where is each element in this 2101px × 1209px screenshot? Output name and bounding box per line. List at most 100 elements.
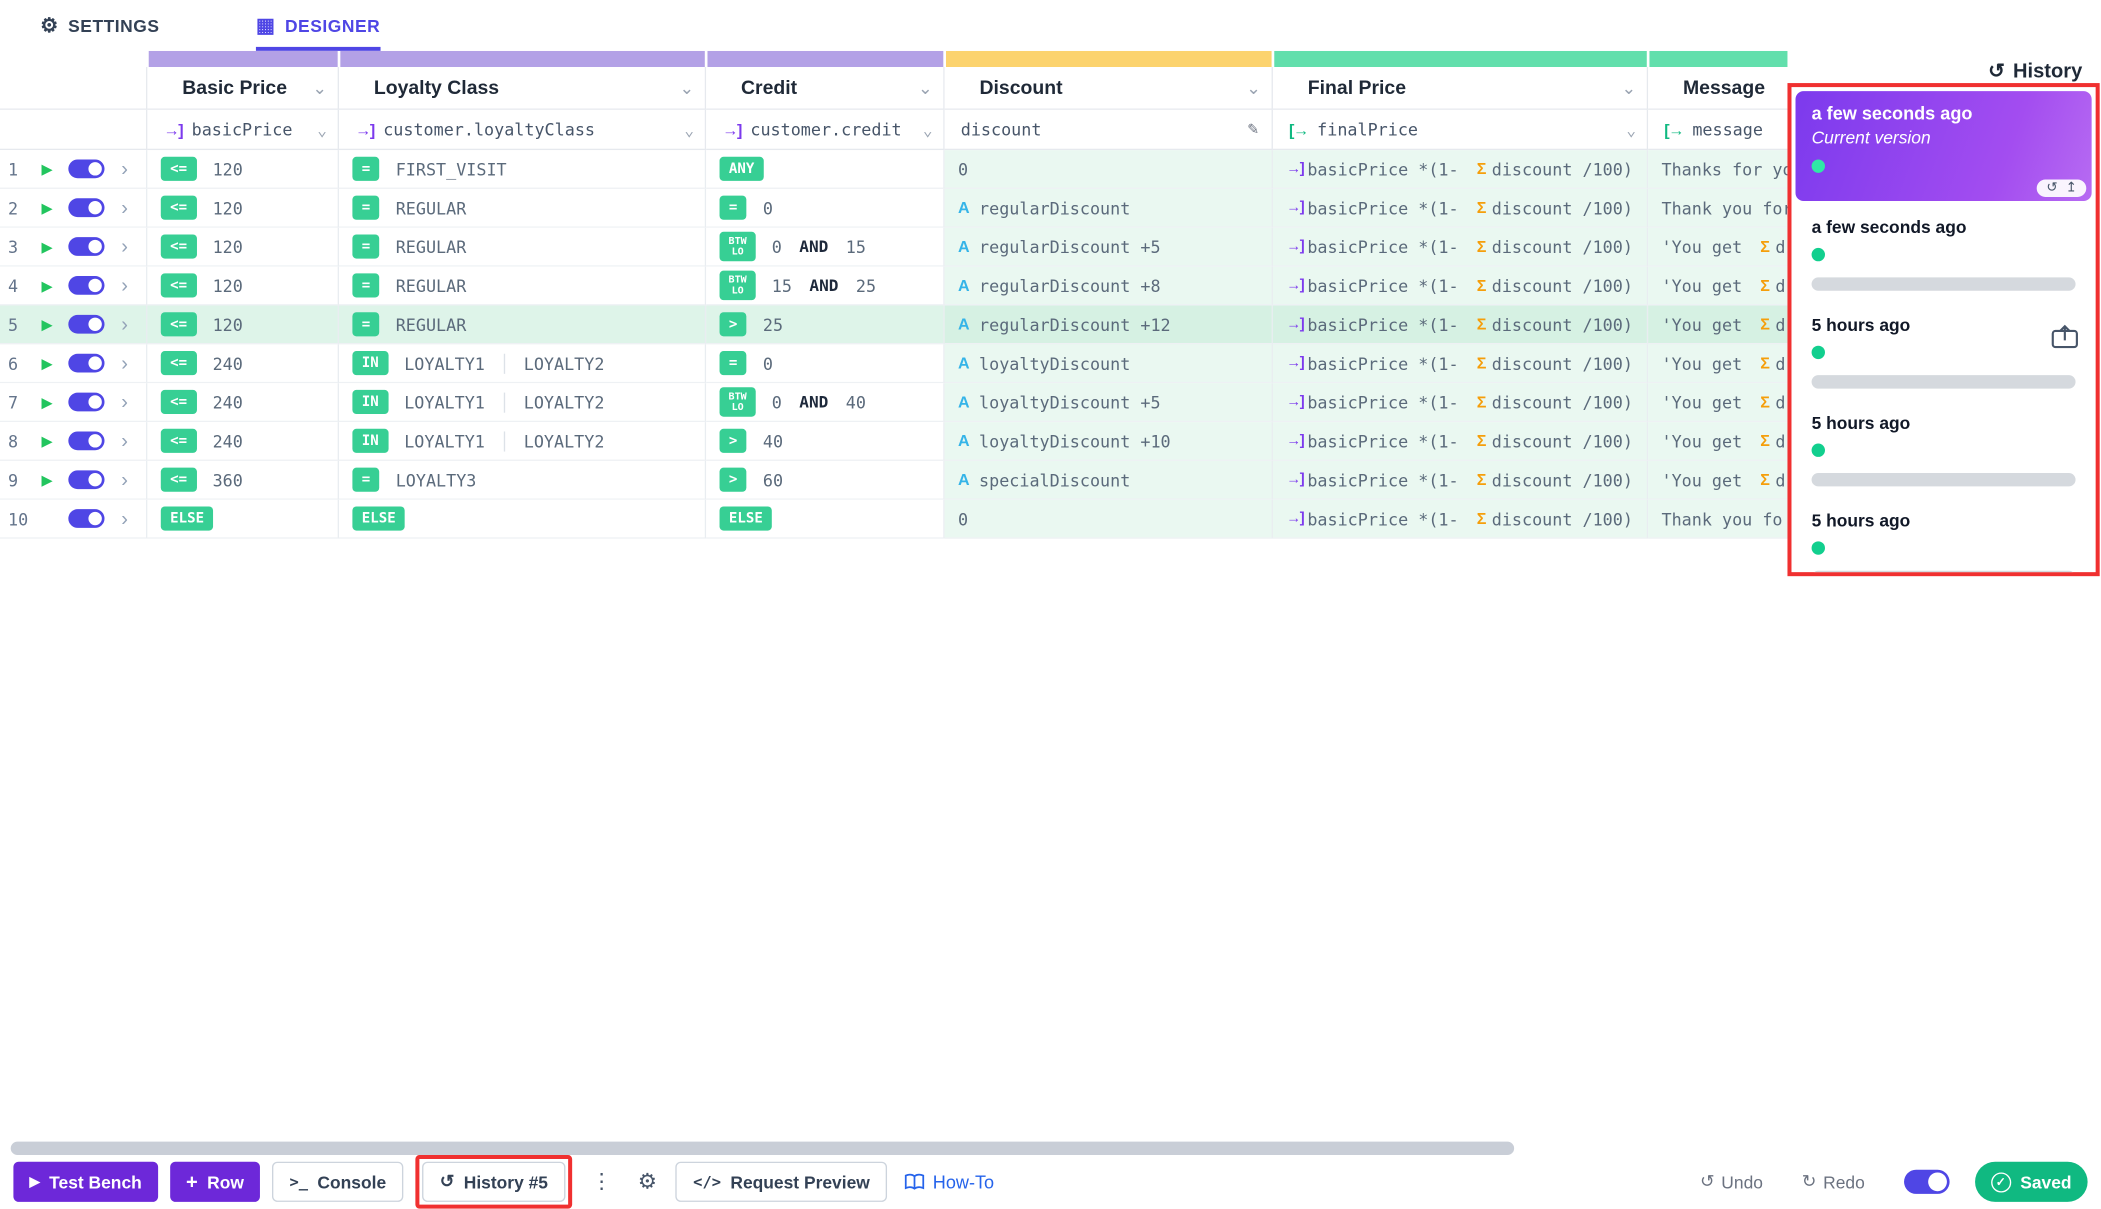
row-play-icon[interactable]: ▶	[41, 472, 53, 489]
cell-discount[interactable]: 0	[944, 499, 1273, 539]
cell-credit[interactable]: ANY	[706, 150, 945, 189]
cell-basic-price[interactable]: <= 240	[147, 383, 340, 423]
row-expand-chevron[interactable]: ›	[121, 196, 128, 220]
cell-credit[interactable]: >25	[706, 305, 945, 345]
test-bench-button[interactable]: ▶ Test Bench	[13, 1161, 158, 1202]
history-entry[interactable]: 5 hours ago	[1796, 401, 2092, 495]
row-expand-chevron[interactable]: ›	[121, 507, 128, 530]
cell-basic-price[interactable]: <= 120	[147, 266, 340, 306]
cell-basic-price[interactable]: <= 120	[147, 305, 340, 345]
cell-loyalty-class[interactable]: IN LOYALTY1 LOYALTY2	[339, 422, 707, 461]
row-play-icon[interactable]: ▶	[41, 239, 53, 256]
cell-loyalty-class[interactable]: = REGULAR	[339, 227, 707, 267]
table-settings-button[interactable]: ⚙	[631, 1162, 664, 1202]
row-play-icon[interactable]: ▶	[41, 278, 53, 295]
cell-credit[interactable]: >60	[706, 460, 945, 500]
undo-button[interactable]: ↺ Undo	[1700, 1171, 1763, 1192]
history-entry-current[interactable]: a few seconds ago Current version ↺ ↥	[1795, 91, 2092, 201]
tab-designer[interactable]: ▦ DESIGNER	[256, 0, 381, 51]
cell-credit[interactable]: >40	[706, 422, 945, 461]
cell-credit[interactable]: = 0	[706, 188, 945, 228]
tab-settings[interactable]: ⚙ SETTINGS	[40, 0, 159, 51]
cell-loyalty-class[interactable]: = REGULAR	[339, 305, 707, 345]
cell-basic-price[interactable]: <= 360	[147, 460, 340, 500]
history-entry[interactable]: a few seconds ago	[1796, 205, 2092, 299]
row-expand-chevron[interactable]: ›	[121, 235, 128, 258]
cell-loyalty-class[interactable]: IN LOYALTY1 LOYALTY2	[339, 344, 707, 384]
cell-credit[interactable]: BTW LO 0 AND 15	[706, 227, 945, 267]
row-enabled-toggle[interactable]	[68, 431, 106, 451]
cell-loyalty-class[interactable]: = LOYALTY3	[339, 460, 707, 500]
cell-basic-price[interactable]: <= 240	[147, 422, 340, 461]
more-options-button[interactable]: ⋮	[584, 1162, 619, 1202]
cell-loyalty-class[interactable]: = REGULAR	[339, 188, 707, 228]
autosave-toggle[interactable]	[1903, 1169, 1950, 1194]
row-play-icon[interactable]: ▶	[41, 355, 53, 372]
chevron-down-icon[interactable]: ⌄	[1246, 77, 1261, 98]
cell-loyalty-class[interactable]: = REGULAR	[339, 266, 707, 306]
column-header-discount[interactable]: Discount ⌄	[944, 66, 1273, 110]
row-expand-chevron[interactable]: ›	[121, 468, 128, 492]
row-enabled-toggle[interactable]	[68, 470, 106, 490]
column-header-message[interactable]: Message ⌄	[1648, 66, 1788, 110]
cell-basic-price[interactable]: <= 120	[147, 188, 340, 228]
redo-button[interactable]: ↻ Redo	[1802, 1171, 1865, 1192]
cell-message[interactable]: Thank you fo	[1648, 499, 1788, 539]
chevron-down-icon[interactable]: ⌄	[684, 119, 695, 139]
row-expand-chevron[interactable]: ›	[121, 429, 128, 453]
cell-credit[interactable]: BTW LO 15 AND 25	[706, 266, 945, 306]
horizontal-scrollbar[interactable]	[10, 1141, 1515, 1156]
cell-discount[interactable]: 0	[944, 150, 1273, 189]
row-enabled-toggle[interactable]	[68, 353, 106, 373]
cell-basic-price[interactable]: <= 240	[147, 344, 340, 384]
history-entry[interactable]: 5 hours ago	[1796, 498, 2092, 573]
cell-loyalty-class[interactable]: ELSE	[339, 499, 707, 539]
field-loyalty-class[interactable]: →] customer.loyaltyClass ⌄	[339, 109, 707, 151]
chevron-down-icon[interactable]: ⌄	[1621, 77, 1637, 98]
saved-button[interactable]: ✓ Saved	[1974, 1161, 2088, 1202]
row-enabled-toggle[interactable]	[68, 276, 106, 295]
chevron-down-icon[interactable]: ⌄	[922, 119, 933, 139]
cell-credit[interactable]: ELSE	[706, 499, 945, 539]
row-enabled-toggle[interactable]	[68, 314, 106, 334]
field-basic-price[interactable]: →] basicPrice ⌄	[147, 109, 340, 151]
chevron-down-icon[interactable]: ⌄	[679, 77, 695, 98]
restore-icon[interactable]: ↺	[2046, 180, 2058, 196]
row-play-icon[interactable]: ▶	[41, 394, 53, 411]
column-header-final-price[interactable]: Final Price ⌄	[1272, 66, 1649, 110]
row-play-icon[interactable]: ▶	[41, 316, 53, 333]
row-enabled-toggle[interactable]	[68, 237, 106, 256]
row-expand-chevron[interactable]: ›	[121, 312, 128, 336]
row-enabled-toggle[interactable]	[68, 392, 106, 412]
row-enabled-toggle[interactable]	[68, 509, 106, 528]
chevron-down-icon[interactable]: ⌄	[312, 77, 327, 98]
cell-credit[interactable]: BTW LO 0 AND 40	[706, 383, 945, 423]
request-preview-button[interactable]: </> Request Preview	[675, 1161, 888, 1202]
cell-loyalty-class[interactable]: IN LOYALTY1 LOYALTY2	[339, 383, 707, 423]
console-button[interactable]: >_ Console	[272, 1161, 404, 1202]
history-button[interactable]: ↺ History #5	[422, 1161, 566, 1202]
field-final-price[interactable]: [→ finalPrice ⌄	[1272, 109, 1649, 151]
column-header-credit[interactable]: Credit ⌄	[706, 66, 945, 110]
cell-message[interactable]: Thanks for yo	[1648, 150, 1788, 189]
